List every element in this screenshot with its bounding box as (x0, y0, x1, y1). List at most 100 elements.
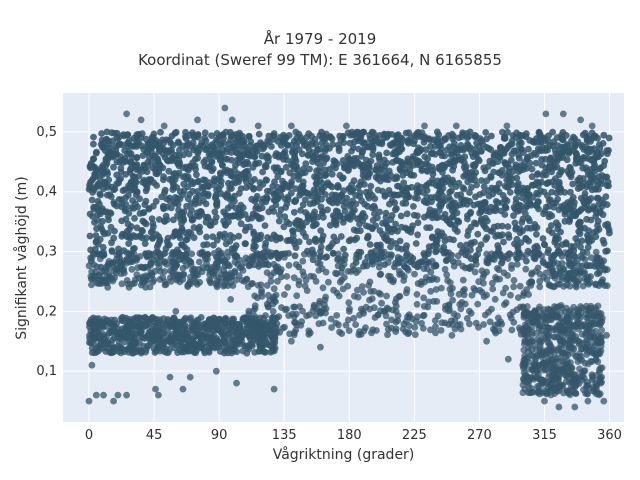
data-point (137, 329, 144, 337)
data-point (483, 337, 490, 345)
data-point (342, 199, 350, 207)
data-point (356, 220, 363, 228)
data-point (190, 146, 198, 154)
data-point (110, 397, 117, 405)
data-point (352, 321, 359, 328)
data-point (301, 250, 308, 258)
data-point (264, 234, 271, 241)
data-point (203, 233, 210, 241)
data-point (376, 271, 384, 278)
data-point (523, 372, 530, 380)
data-point (433, 298, 441, 305)
data-point (394, 256, 402, 264)
data-point (509, 308, 517, 316)
data-point (365, 160, 372, 167)
data-point (383, 149, 391, 157)
data-point (128, 266, 136, 273)
data-point (123, 391, 130, 399)
data-point (503, 122, 511, 130)
data-point (99, 143, 107, 150)
data-point (333, 312, 341, 319)
data-point (96, 277, 104, 284)
data-point (458, 155, 466, 163)
data-point (196, 249, 204, 257)
data-point (366, 135, 374, 143)
data-point (97, 191, 104, 199)
data-point (161, 186, 169, 194)
data-point (306, 200, 314, 208)
data-point (384, 259, 392, 266)
data-point (528, 337, 535, 345)
data-point (437, 180, 445, 188)
data-point (412, 240, 420, 247)
data-point (421, 135, 429, 143)
x-tick-label: 135 (272, 428, 297, 443)
data-point (576, 218, 583, 226)
data-point (122, 215, 130, 223)
data-point (298, 150, 306, 158)
data-point (297, 207, 304, 214)
data-point (603, 331, 610, 339)
data-point (345, 327, 353, 334)
data-point (263, 176, 270, 184)
data-point (150, 223, 157, 231)
data-point (572, 154, 580, 162)
data-point (378, 299, 385, 307)
data-point (345, 307, 353, 315)
data-point (88, 268, 96, 276)
data-point (429, 167, 437, 174)
data-point (533, 353, 541, 360)
data-point (289, 310, 296, 318)
data-point (366, 278, 374, 286)
data-point (255, 214, 263, 221)
data-point (319, 284, 327, 292)
data-point (170, 170, 178, 178)
data-point (212, 153, 220, 160)
data-point (594, 350, 602, 358)
data-point (337, 269, 345, 276)
data-point (235, 189, 243, 197)
data-point (132, 314, 140, 321)
data-point (515, 154, 523, 162)
data-point (282, 163, 290, 171)
data-point (516, 282, 524, 290)
data-point (320, 159, 327, 167)
data-point (446, 220, 454, 228)
data-point (254, 333, 261, 341)
data-point (573, 279, 580, 287)
data-point (483, 256, 491, 264)
data-point (201, 349, 209, 357)
data-point (496, 144, 504, 151)
data-point (145, 205, 153, 212)
data-point (142, 135, 150, 143)
data-point (317, 253, 325, 260)
data-point (292, 185, 300, 193)
data-point (579, 254, 586, 261)
data-point (299, 187, 307, 194)
data-point (130, 187, 138, 194)
data-point (541, 397, 548, 405)
x-tick-label: 270 (467, 428, 492, 443)
data-point (400, 320, 408, 328)
data-point (563, 156, 571, 164)
data-point (474, 300, 482, 308)
data-point (347, 131, 354, 139)
data-point (388, 212, 396, 219)
data-point (392, 206, 399, 214)
data-point (418, 160, 426, 168)
data-point (555, 403, 563, 411)
data-point (104, 182, 112, 189)
data-point (494, 222, 502, 230)
data-point (129, 349, 136, 357)
data-point (566, 282, 574, 290)
data-point (465, 264, 472, 272)
data-point (194, 178, 202, 186)
data-point (575, 374, 582, 382)
data-point (454, 217, 462, 225)
data-point (522, 265, 530, 273)
data-point (592, 280, 599, 288)
data-point (555, 384, 563, 392)
data-point (325, 244, 332, 252)
data-point (459, 131, 467, 138)
data-point (216, 315, 224, 323)
